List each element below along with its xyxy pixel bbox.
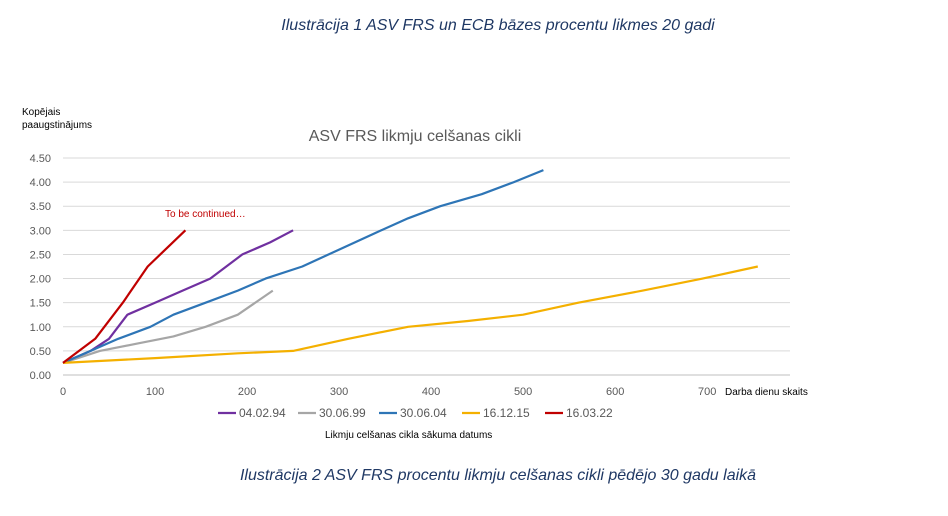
y-tick-label: 1.50: [30, 298, 51, 310]
x-tick-label: 0: [60, 386, 66, 398]
y-tick-label: 4.00: [30, 177, 51, 189]
series-line-16.12.15: [62, 265, 759, 364]
y-tick-label: 2.00: [30, 274, 51, 286]
annotation-to-be-continued: To be continued…: [165, 209, 246, 220]
x-tick-label: 700: [698, 386, 716, 398]
y-axis-label-line2: paaugstinājums: [22, 120, 92, 131]
legend-label-30.06.04: 30.06.04: [400, 406, 447, 420]
y-tick-label: 2.50: [30, 249, 51, 261]
x-tick-label: 600: [606, 386, 624, 398]
chart-title: ASV FRS likmju celšanas cikli: [309, 128, 522, 145]
y-tick-label: 4.50: [30, 153, 51, 165]
y-axis-ticks: 0.00 0.50 1.00 1.50 2.00 2.50 3.00 3.50 4.00 4.50: [30, 153, 51, 382]
y-tick-label: 0.50: [30, 346, 51, 358]
legend-title: Likmju celšanas cikla sākuma datums: [325, 430, 492, 441]
figure-caption-top: Ilustrācija 1 ASV FRS un ECB bāzes proce…: [281, 17, 715, 34]
x-tick-label: 300: [330, 386, 348, 398]
x-axis-ticks: 0 100 200 300 400 500 600 700: [60, 386, 716, 398]
y-axis-label-line1: Kopējais: [22, 107, 60, 118]
series-line-16.03.22: [62, 229, 187, 364]
y-tick-label: 1.00: [30, 322, 51, 334]
legend-label-30.06.99: 30.06.99: [319, 406, 366, 420]
y-tick-label: 3.00: [30, 225, 51, 237]
legend-label-16.03.22: 16.03.22: [566, 406, 613, 420]
x-tick-label: 400: [422, 386, 440, 398]
x-tick-label: 200: [238, 386, 256, 398]
x-tick-label: 500: [514, 386, 532, 398]
legend: 04.02.94 30.06.99 30.06.04 16.12.15 16.03.22: [218, 406, 613, 420]
series-line-30.06.04: [62, 169, 544, 364]
gridlines: [63, 157, 790, 376]
y-tick-label: 0.00: [30, 370, 51, 382]
y-tick-label: 3.50: [30, 201, 51, 213]
series-line-04.02.94: [62, 229, 294, 364]
legend-label-04.02.94: 04.02.94: [239, 406, 286, 420]
legend-label-16.12.15: 16.12.15: [483, 406, 530, 420]
x-axis-label: Darba dienu skaits: [725, 387, 808, 398]
figure-caption-bottom: Ilustrācija 2 ASV FRS procentu likmju ce…: [239, 467, 757, 484]
x-tick-label: 100: [146, 386, 164, 398]
series-line-30.06.99: [62, 289, 274, 364]
series-lines: [62, 169, 759, 364]
